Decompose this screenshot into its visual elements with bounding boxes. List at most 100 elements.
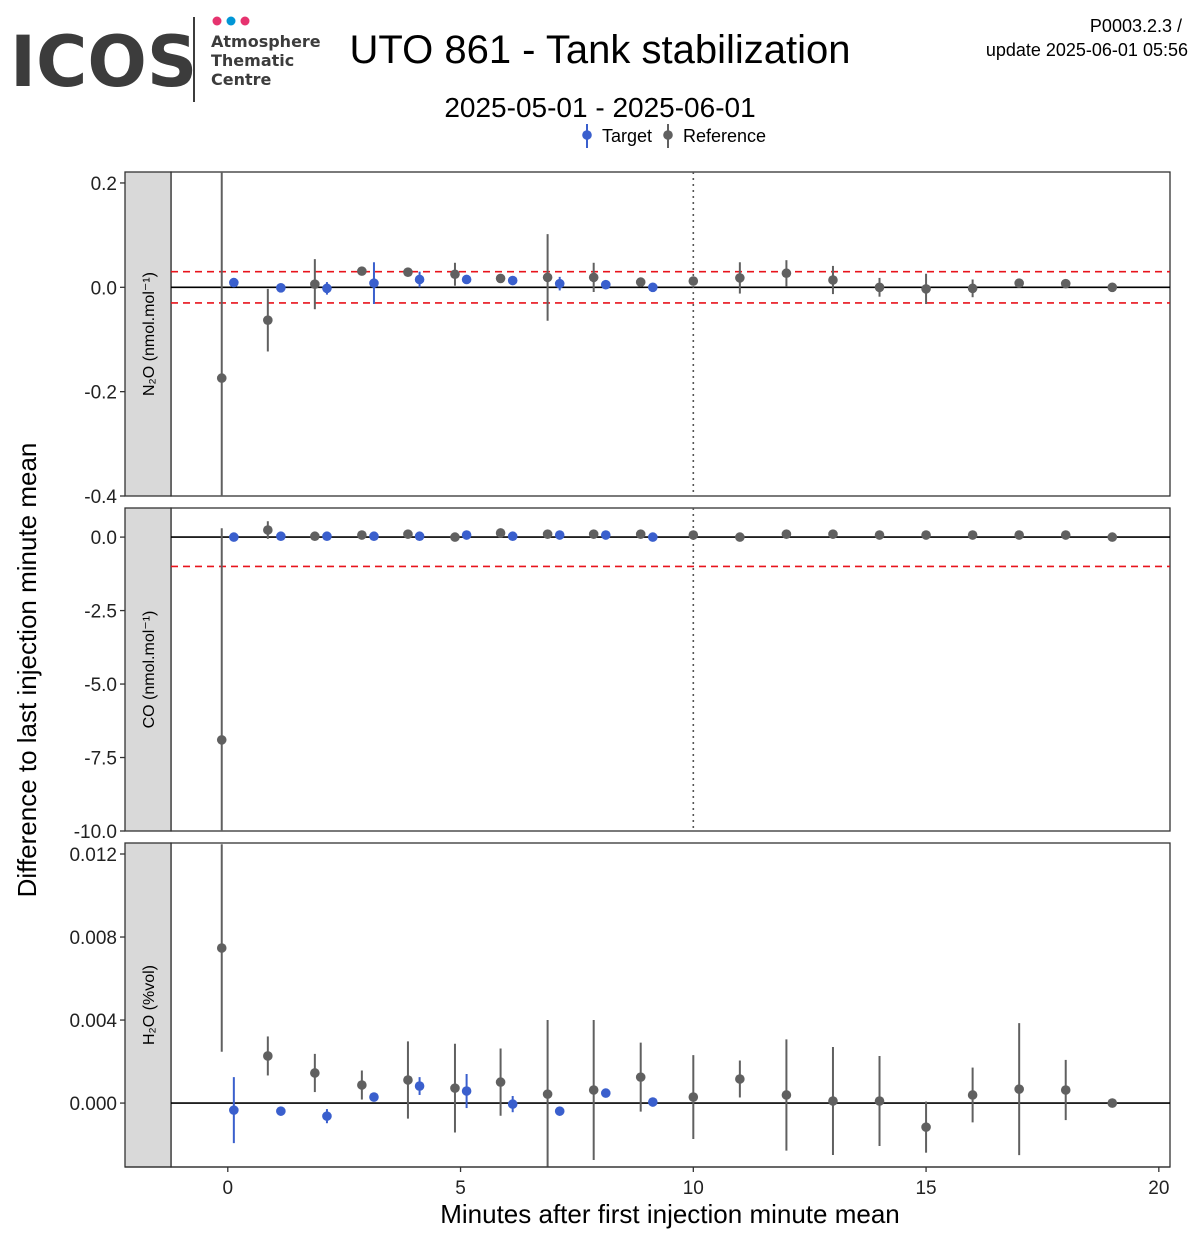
panel-label: H₂O (%vol) — [141, 965, 158, 1045]
point — [495, 273, 506, 284]
y-tick-label: -2.5 — [84, 602, 117, 623]
point — [322, 1111, 332, 1121]
panel-label: CO (nmol.mol⁻¹) — [141, 611, 158, 729]
plot-area — [171, 172, 1170, 496]
point — [635, 529, 646, 539]
point — [216, 943, 227, 953]
point — [828, 275, 838, 285]
point — [874, 282, 885, 293]
point — [357, 266, 367, 276]
point — [229, 277, 239, 288]
panel — [170, 507, 1171, 832]
point — [450, 1083, 460, 1093]
x-tick-label: 15 — [915, 1178, 936, 1199]
point — [403, 267, 413, 277]
point — [414, 531, 425, 542]
point — [600, 279, 611, 290]
legend-label: Reference — [683, 126, 766, 146]
x-tick-label: 5 — [455, 1178, 466, 1199]
point — [648, 1097, 658, 1107]
point — [310, 1068, 320, 1078]
point — [495, 528, 506, 538]
point — [554, 278, 565, 289]
y-tick-label: 0.2 — [91, 174, 117, 195]
y-axis-label: Difference to last injection minute mean — [12, 443, 42, 898]
point — [369, 1092, 379, 1102]
point — [369, 278, 379, 288]
point — [216, 373, 227, 383]
point — [600, 530, 611, 540]
strip — [124, 842, 172, 1168]
version: P0003.2.3 / — [1090, 16, 1182, 36]
point — [450, 269, 460, 280]
logo-line: Centre — [211, 70, 272, 89]
logo: ICOS — [10, 21, 197, 103]
point — [735, 273, 745, 283]
plot-area — [171, 508, 1170, 831]
point — [648, 282, 658, 293]
point — [357, 1080, 367, 1090]
point — [588, 272, 599, 283]
point — [921, 530, 931, 540]
y-tick-label: -5.0 — [84, 675, 117, 696]
y-tick-label: 0.000 — [69, 1094, 117, 1115]
y-tick-label: -10.0 — [74, 822, 117, 843]
y-tick-label: 0.0 — [91, 278, 117, 299]
point — [1060, 278, 1071, 289]
point — [921, 284, 931, 294]
point — [967, 1090, 978, 1100]
point — [688, 276, 699, 286]
strip — [124, 171, 172, 497]
point — [635, 277, 646, 287]
y-tick-label: 0.012 — [69, 845, 117, 866]
point — [542, 1089, 553, 1099]
point — [635, 1072, 646, 1082]
point — [967, 283, 978, 294]
point — [735, 1074, 745, 1084]
point — [1060, 1085, 1071, 1095]
chart-title: UTO 861 - Tank stabilization — [350, 28, 851, 72]
logo-line: Atmosphere — [211, 32, 321, 51]
point — [588, 529, 599, 539]
logo-line: Thematic — [211, 51, 294, 70]
point — [403, 1075, 413, 1085]
point — [874, 1096, 885, 1106]
point — [967, 530, 978, 540]
point — [1107, 282, 1118, 293]
legend-dot — [663, 130, 673, 140]
point — [495, 1077, 506, 1087]
point — [276, 531, 286, 542]
point — [310, 279, 320, 289]
logo-dot — [240, 16, 250, 26]
panel-label: N₂O (nmol.mol⁻¹) — [141, 272, 158, 396]
point — [542, 272, 553, 283]
x-tick-label: 20 — [1148, 1178, 1169, 1199]
y-tick-label: 0.0 — [91, 528, 117, 549]
point — [542, 529, 553, 539]
point — [554, 530, 565, 540]
point — [322, 531, 332, 542]
point — [263, 315, 273, 325]
point — [276, 1106, 286, 1116]
point — [1060, 530, 1071, 540]
point — [263, 1051, 273, 1061]
point — [461, 1086, 472, 1096]
panel — [170, 842, 1171, 1168]
point — [648, 532, 658, 542]
point — [828, 529, 838, 539]
point — [874, 530, 885, 540]
legend-dot — [582, 130, 592, 140]
point — [828, 1096, 838, 1106]
update: update 2025-06-01 05:56 — [986, 40, 1188, 60]
point — [229, 532, 239, 542]
point — [781, 268, 792, 279]
point — [216, 735, 227, 745]
x-tick-label: 10 — [683, 1178, 704, 1199]
y-tick-label: 0.008 — [69, 928, 117, 949]
point — [263, 525, 273, 535]
point — [588, 1085, 599, 1095]
point — [1107, 1098, 1118, 1108]
point — [461, 274, 472, 285]
point — [369, 531, 379, 542]
point — [600, 1088, 611, 1098]
